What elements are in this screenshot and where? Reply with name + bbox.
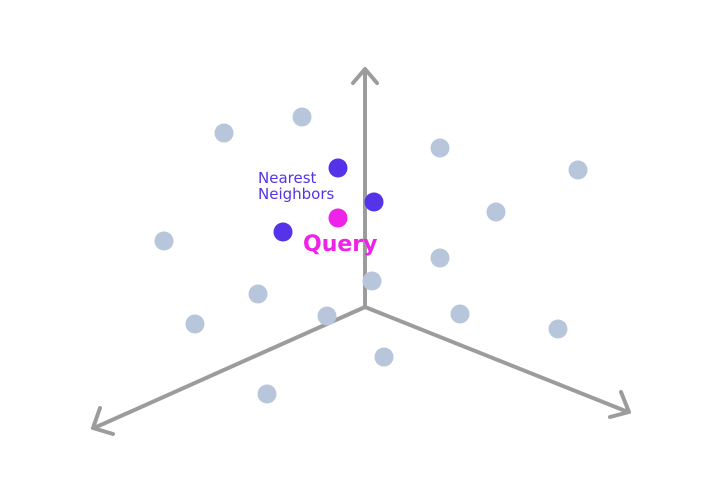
x-axis-arrowhead (608, 390, 631, 419)
data-point (430, 248, 450, 268)
axes (91, 67, 631, 436)
data-point (214, 123, 234, 143)
neighbor-point (328, 158, 348, 178)
data-point (292, 107, 312, 127)
data-point (450, 304, 470, 324)
data-point (317, 306, 337, 326)
nearest-neighbors-label-line1: Nearest (258, 169, 317, 187)
z-axis (92, 305, 367, 430)
neighbor-point (364, 192, 384, 212)
data-point (430, 138, 450, 158)
data-points (154, 107, 588, 404)
data-point (362, 271, 382, 291)
data-point (248, 284, 268, 304)
data-point (257, 384, 277, 404)
data-point (568, 160, 588, 180)
nearest-neighbors-label-line2: Neighbors (258, 185, 335, 203)
query-label: Query (303, 232, 377, 257)
x-axis (363, 305, 630, 414)
data-point (154, 231, 174, 251)
y-axis-arrowhead (351, 67, 379, 85)
query-point (328, 208, 348, 228)
data-point (374, 347, 394, 367)
data-point (548, 319, 568, 339)
data-point (185, 314, 205, 334)
neighbor-point (273, 222, 293, 242)
nearest-neighbor-points (273, 158, 384, 242)
z-axis-arrowhead (91, 406, 115, 436)
data-point (486, 202, 506, 222)
